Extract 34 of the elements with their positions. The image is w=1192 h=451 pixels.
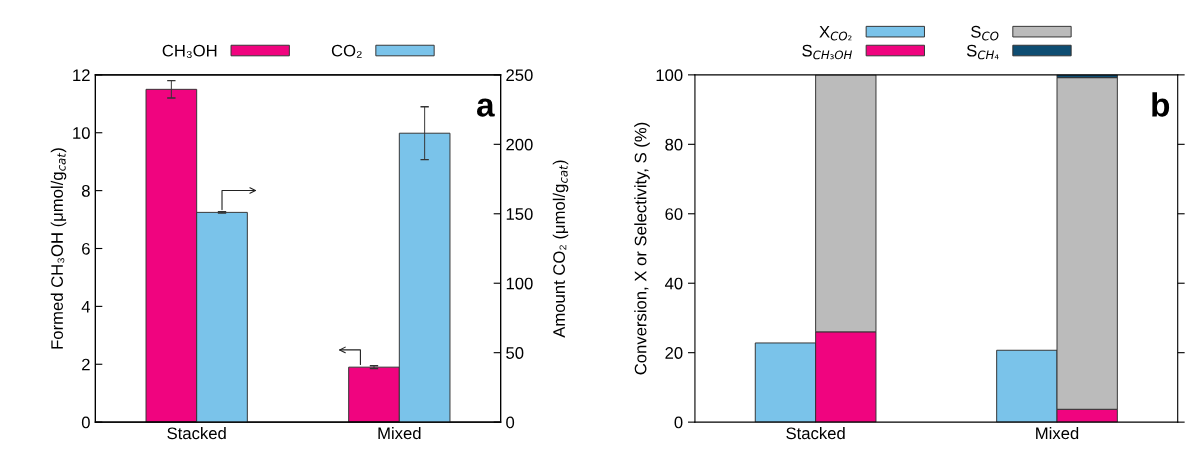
y2-axis-title: Amount CO₂ (μmol/g$_{cat}$) xyxy=(552,160,569,338)
y-tick-label: 20 xyxy=(665,347,683,359)
x-tick-label: Stacked xyxy=(786,427,845,440)
x-tick-label: Stacked xyxy=(167,427,226,440)
y-tick-label: 100 xyxy=(656,69,683,82)
legend-label: CO₂ xyxy=(331,44,362,58)
legend-label: S$_{CH₄}$ xyxy=(966,44,999,60)
legend-label: CH₃OH xyxy=(162,44,217,58)
y2-tick-label: 150 xyxy=(506,208,533,220)
legend-label: S$_{CH₃OH}$ xyxy=(802,44,852,60)
y2-tick-label: 100 xyxy=(506,277,533,290)
annotation: b xyxy=(1152,92,1170,117)
legend-label: S$_{CO}$ xyxy=(971,25,999,41)
x-tick-label: Mixed xyxy=(1036,427,1079,440)
y-tick-label: 10 xyxy=(73,127,90,139)
y-tick-label: 0 xyxy=(674,416,683,429)
y-tick-label: 60 xyxy=(665,208,683,220)
y2-tick-label: 0 xyxy=(506,416,515,429)
y-tick-label: 40 xyxy=(664,277,683,290)
x-tick-label: Mixed xyxy=(378,427,421,440)
y-tick-label: 80 xyxy=(665,138,683,151)
y2-tick-label: 250 xyxy=(506,69,533,82)
y2-tick-label: 200 xyxy=(506,138,533,151)
legend-label: X$_{CO₂}$ xyxy=(819,26,852,41)
y-tick-label: 2 xyxy=(82,358,90,371)
y-tick-label: 8 xyxy=(81,185,90,197)
y-tick-label: 4 xyxy=(81,300,91,313)
y-tick-label: 12 xyxy=(73,69,90,81)
y-tick-label: 0 xyxy=(81,416,90,429)
annotation: a xyxy=(477,98,495,117)
y-tick-label: 6 xyxy=(82,242,90,255)
y2-tick-label: 50 xyxy=(506,347,524,359)
y-axis-title: Formed CH₃OH (μmol/g$_{cat}$) xyxy=(50,148,67,349)
y-axis-title: Conversion, X or Selectivity, S (%) xyxy=(634,122,650,375)
